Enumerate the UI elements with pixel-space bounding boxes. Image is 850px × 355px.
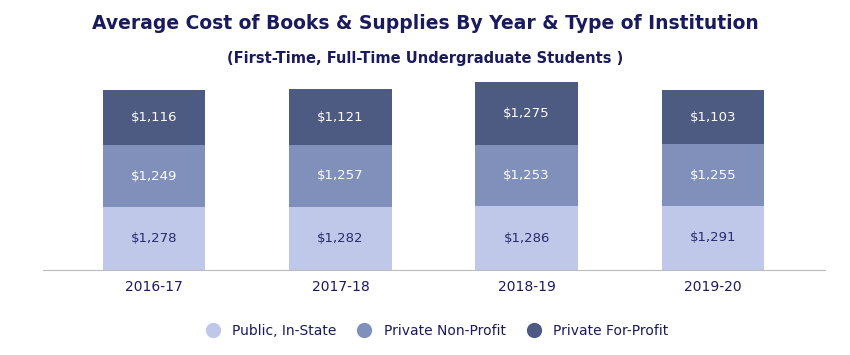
Bar [103,207,206,270]
Bar [289,207,392,270]
Text: $1,275: $1,275 [503,107,550,120]
Text: $1,116: $1,116 [131,111,178,124]
Bar [661,144,764,206]
Text: $1,249: $1,249 [131,170,178,182]
Text: $1,103: $1,103 [689,111,736,124]
Text: $1,278: $1,278 [131,232,178,245]
Text: $1,121: $1,121 [317,110,364,124]
Bar [289,145,392,207]
Text: $1,282: $1,282 [317,232,364,245]
Bar [103,90,206,145]
Text: Average Cost of Books & Supplies By Year & Type of Institution: Average Cost of Books & Supplies By Year… [92,14,758,33]
Text: $1,255: $1,255 [689,169,736,182]
Text: (First-Time, Full-Time Undergraduate Students ): (First-Time, Full-Time Undergraduate Stu… [227,51,623,66]
Bar [475,206,578,270]
Text: $1,286: $1,286 [503,231,550,245]
Bar [661,90,764,144]
Legend: Public, In-State, Private Non-Profit, Private For-Profit: Public, In-State, Private Non-Profit, Pr… [193,318,674,343]
Bar [475,145,578,206]
Bar [289,89,392,145]
Text: $1,253: $1,253 [503,169,550,182]
Bar [103,145,206,207]
Bar [475,82,578,145]
Text: $1,257: $1,257 [317,169,364,182]
Bar [661,206,764,270]
Text: $1,291: $1,291 [689,231,736,245]
